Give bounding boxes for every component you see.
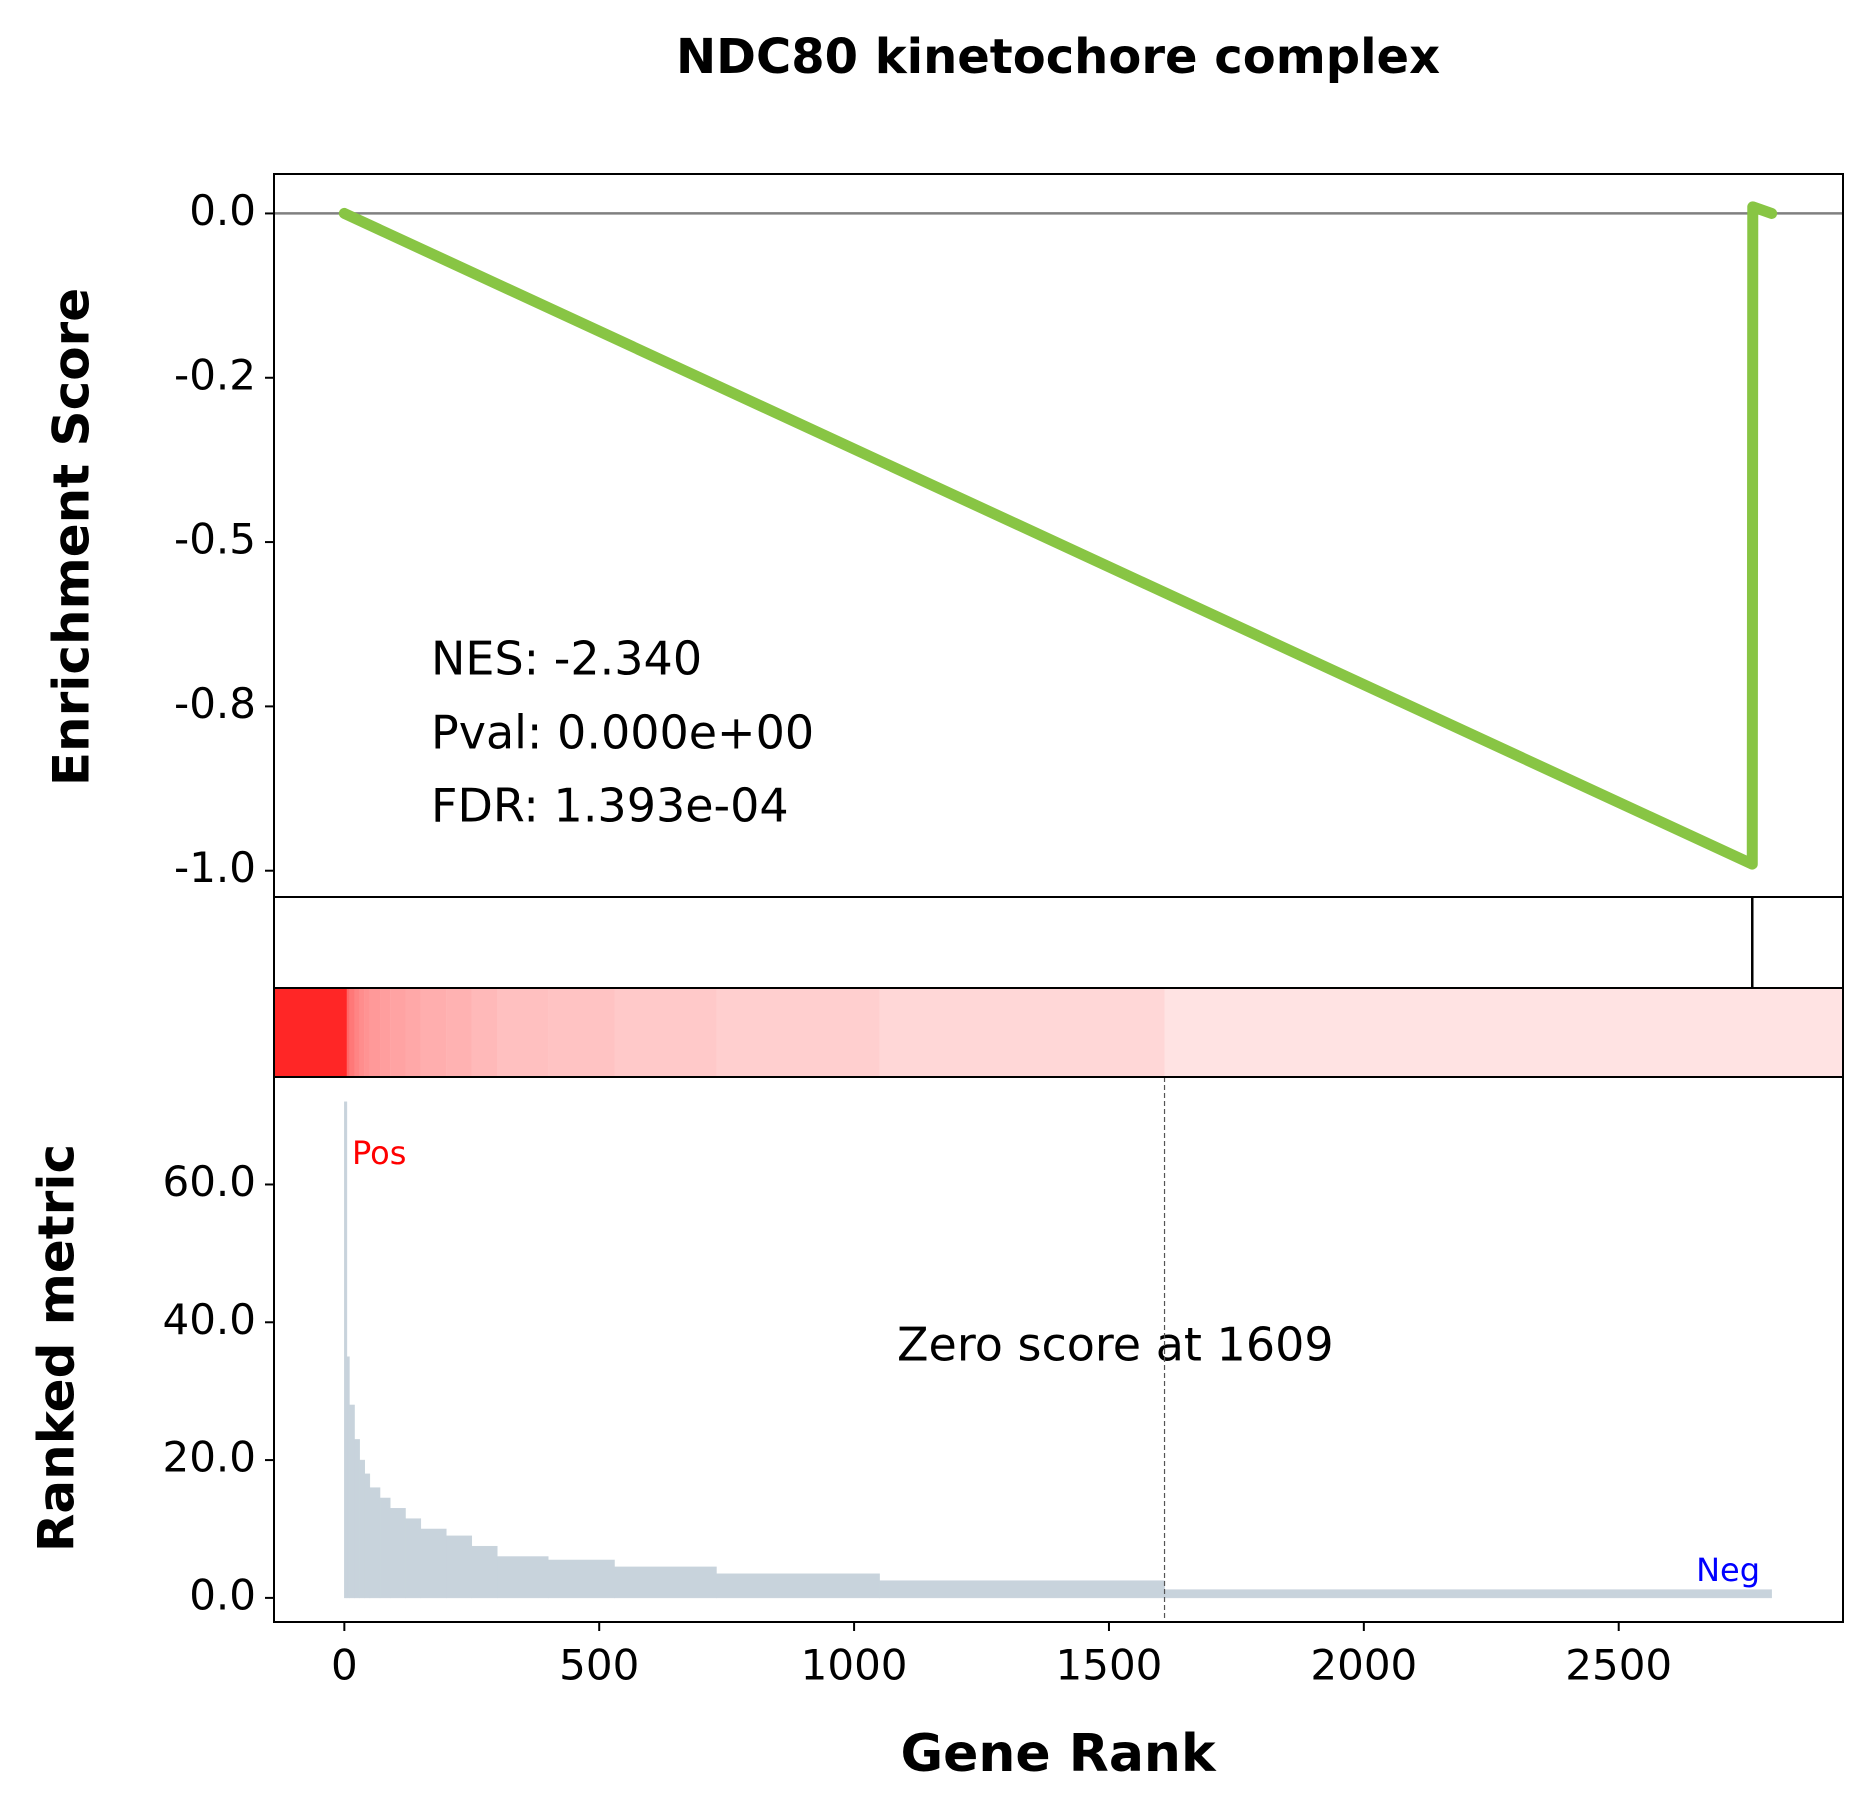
neg-label: Neg: [1696, 1551, 1760, 1589]
y-tick-label: 0.0: [189, 1570, 256, 1619]
heatmap-cell: [364, 988, 370, 1077]
y-tick-label: 60.0: [162, 1157, 256, 1206]
x-tick-label: 1000: [801, 1641, 908, 1690]
chart-title: NDC80 kinetochore complex: [676, 29, 1440, 85]
metric-bar: [389, 1508, 406, 1599]
heatmap-cell: [359, 988, 365, 1077]
heatmap-cell: [497, 988, 549, 1077]
metric-bar: [379, 1497, 391, 1599]
annotation: Zero score at 1609: [897, 1318, 1334, 1372]
x-tick-label: 2500: [1565, 1641, 1672, 1690]
annotation: Pval: 0.000e+00: [431, 706, 814, 760]
heatmap-cell: [548, 988, 615, 1077]
y-axis-label: Ranked metric: [28, 1144, 86, 1552]
metric-bar: [354, 1439, 360, 1599]
x-axis-label: Gene Rank: [900, 1724, 1216, 1784]
y-tick-label: -0.2: [174, 350, 256, 399]
heatmap-cell: [274, 988, 347, 1077]
heatmap-cell: [614, 988, 717, 1077]
plot-frame: [273, 1076, 1844, 1623]
y-axis-label: Enrichment Score: [43, 288, 101, 786]
annotation: FDR: 1.393e-04: [431, 779, 789, 833]
y-tick-label: -0.8: [174, 679, 256, 728]
heatmap-cell: [420, 988, 447, 1077]
heatmap-cell: [879, 988, 1165, 1077]
metric-bar: [547, 1559, 615, 1599]
y-tick-label: -0.5: [174, 515, 256, 564]
metric-bar: [369, 1487, 381, 1599]
heatmap-cell: [369, 988, 381, 1077]
metric-bar: [405, 1518, 422, 1599]
annotation: NES: -2.340: [431, 632, 702, 686]
heatmap-cell: [380, 988, 391, 1077]
y-tick-label: -1.0: [174, 843, 256, 892]
x-tick-label: 0: [331, 1641, 358, 1690]
metric-bar: [359, 1459, 365, 1599]
pos-label: Pos: [352, 1134, 406, 1172]
metric-bar: [420, 1528, 447, 1599]
x-tick-label: 2000: [1310, 1641, 1417, 1690]
metric-bar: [349, 1404, 355, 1599]
metric-bar: [446, 1535, 473, 1599]
y-tick-label: 20.0: [162, 1433, 256, 1482]
y-tick-label: 40.0: [162, 1295, 256, 1344]
heatmap-cell: [346, 988, 350, 1077]
metric-bar: [879, 1580, 1165, 1599]
y-tick-label: 0.0: [189, 186, 256, 235]
heatmap-cell: [1164, 988, 1843, 1077]
hits-frame: [273, 896, 1844, 989]
heatmap-cell: [471, 988, 498, 1077]
heatmap-cell: [405, 988, 421, 1077]
metric-bar: [716, 1573, 880, 1599]
heatmap-cell: [446, 988, 472, 1077]
heatmap-cell: [349, 988, 355, 1077]
enrichment-line: [338, 201, 1778, 870]
metric-bar: [614, 1566, 717, 1599]
metric-bar: [364, 1473, 371, 1599]
metric-bar: [497, 1556, 549, 1599]
metric-bar: [1164, 1589, 1772, 1599]
x-tick-label: 500: [559, 1641, 639, 1690]
heatmap-cell: [354, 988, 360, 1077]
metric-bar: [346, 1356, 350, 1599]
heatmap-cell: [716, 988, 880, 1077]
metric-bar: [344, 1101, 348, 1599]
metric-bar: [471, 1545, 498, 1599]
x-tick-label: 1500: [1056, 1641, 1163, 1690]
heatmap-cell: [390, 988, 406, 1077]
